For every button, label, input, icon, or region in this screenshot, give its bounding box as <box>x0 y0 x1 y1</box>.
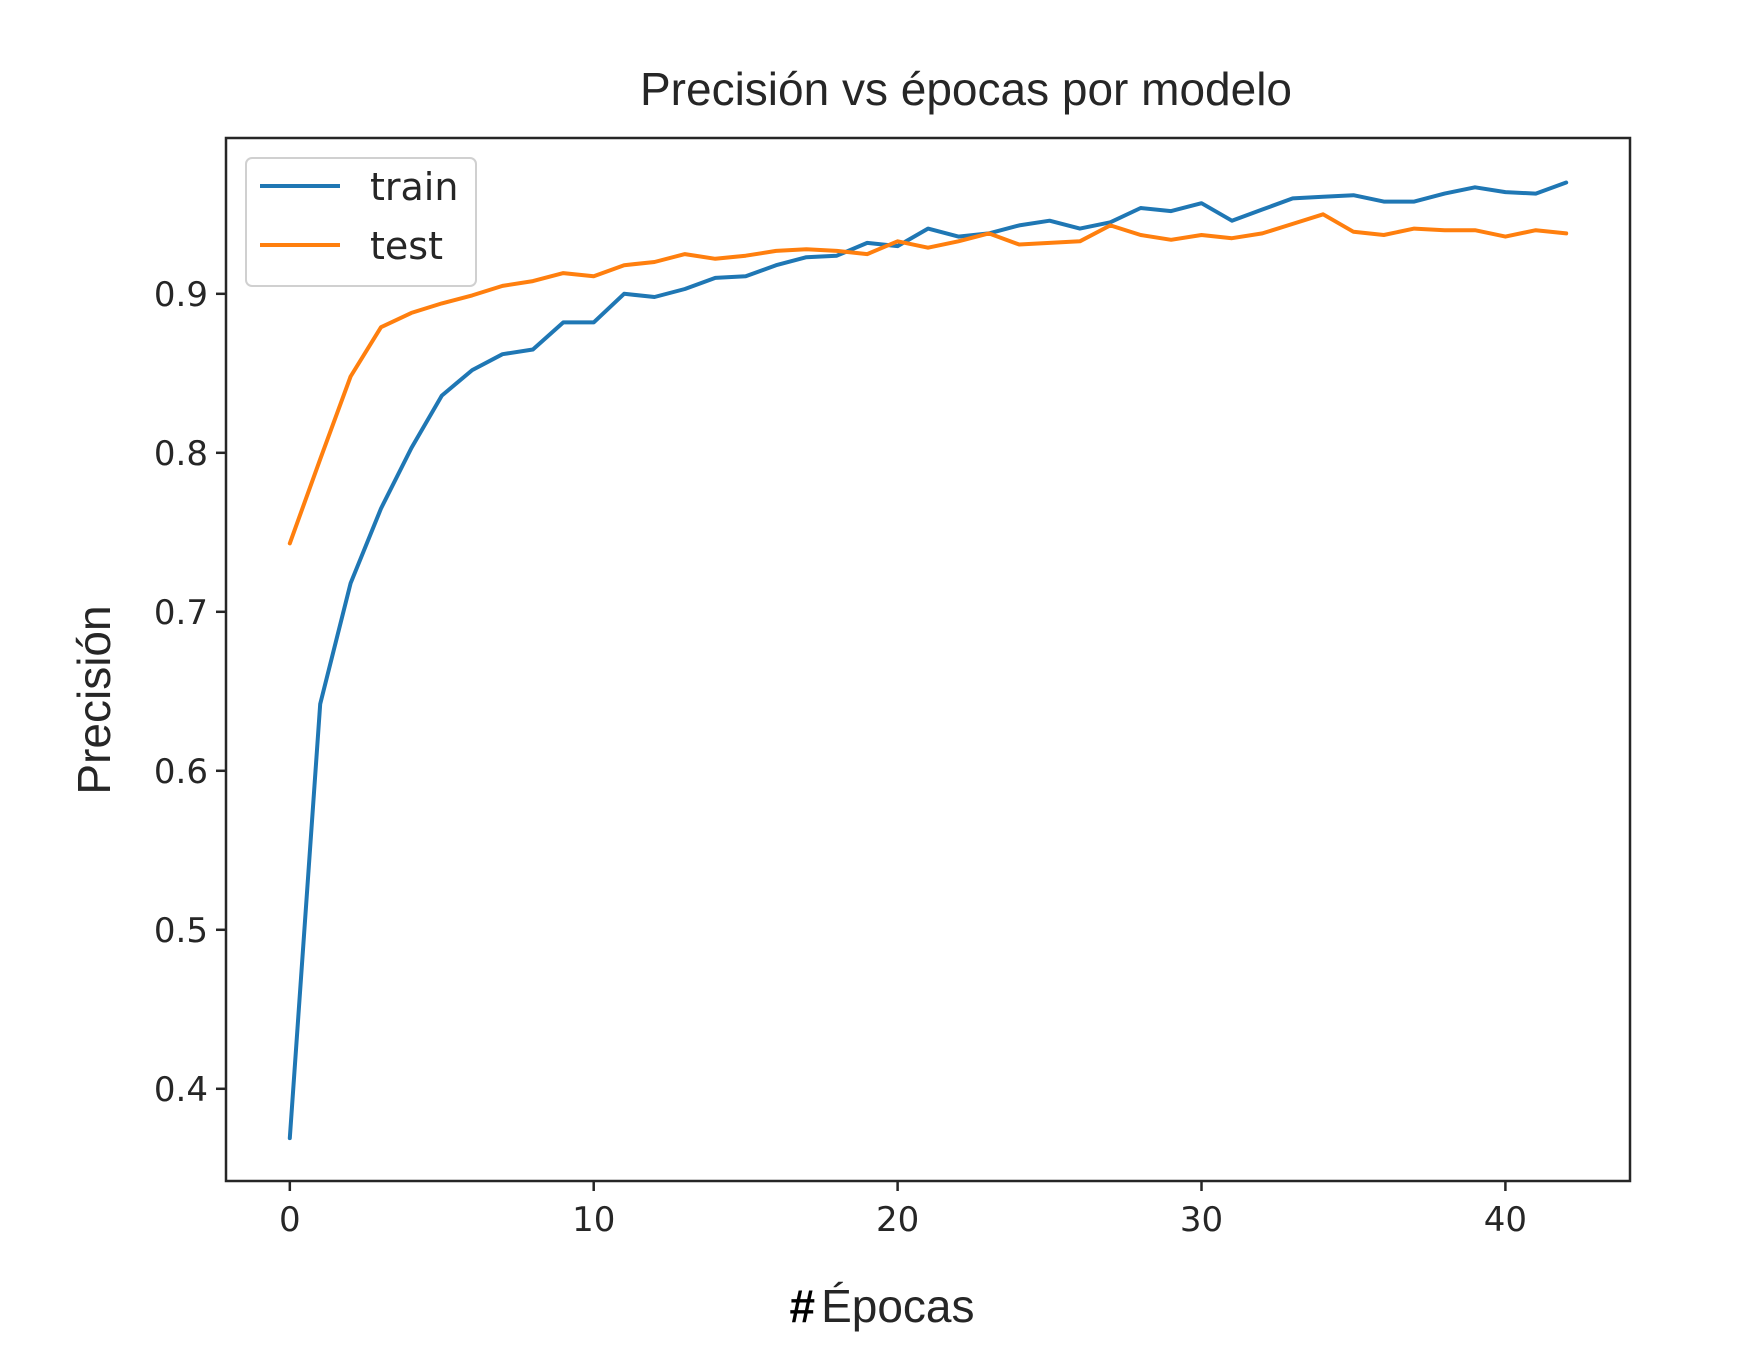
y-tick-label: 0.5 <box>154 911 208 951</box>
legend-box <box>245 157 477 287</box>
x-axis: 0 10 20 30 40 <box>279 1181 1527 1240</box>
y-axis: 0.4 0.5 0.6 0.7 0.8 0.9 <box>154 275 226 1110</box>
y-tick-label: 0.7 <box>154 593 208 633</box>
y-tick-label: 0.4 <box>154 1070 208 1110</box>
x-axis-label-hash: # <box>789 1280 815 1332</box>
plot-frame <box>224 136 1632 1183</box>
y-axis-label: Precisión <box>68 605 120 794</box>
chart-title: Precisión vs épocas por modelo <box>640 63 1292 115</box>
x-tick-label: 10 <box>572 1200 615 1240</box>
x-tick-label: 40 <box>1484 1200 1527 1240</box>
legend-label-test: test <box>370 224 443 268</box>
plot-area: 0 10 20 30 40 0.4 0.5 0.6 0.7 0.8 0.9 <box>154 136 1632 1240</box>
x-axis-label: # Épocas <box>789 1280 974 1332</box>
x-tick-label: 0 <box>279 1200 301 1240</box>
series-line-train <box>287 180 1569 1141</box>
x-tick-label: 20 <box>876 1200 919 1240</box>
legend: train test <box>245 157 477 287</box>
y-tick-label: 0.8 <box>154 434 208 474</box>
y-tick-label: 0.6 <box>154 752 208 792</box>
x-tick-label: 30 <box>1180 1200 1223 1240</box>
series-lines <box>287 180 1569 1141</box>
y-tick-label: 0.9 <box>154 275 208 315</box>
legend-label-train: train <box>370 165 458 209</box>
x-axis-label-text: Épocas <box>821 1280 974 1332</box>
series-line-test <box>287 212 1569 546</box>
